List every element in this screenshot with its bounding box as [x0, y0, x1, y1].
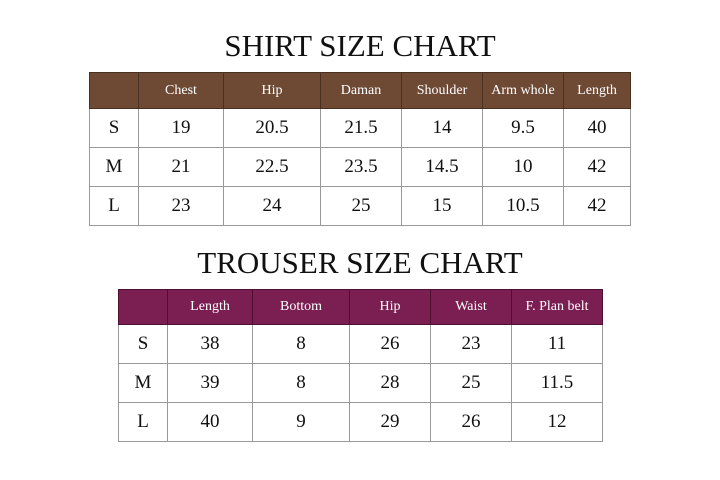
measurement-cell: 40 [563, 108, 631, 148]
header-cell: F. Plan belt [511, 289, 603, 325]
size-label: L [89, 186, 139, 226]
measurement-cell: 21 [138, 147, 224, 187]
measurement-cell: 11.5 [511, 363, 603, 403]
header-cell: Arm whole [482, 72, 564, 109]
trouser-row-l: L 40 9 29 26 12 [118, 402, 603, 442]
measurement-cell: 23 [138, 186, 224, 226]
shirt-size-table: Chest Hip Daman Shoulder Arm whole Lengt… [89, 72, 631, 226]
measurement-cell: 21.5 [320, 108, 402, 148]
measurement-cell: 8 [252, 363, 350, 403]
header-cell: Waist [430, 289, 512, 325]
measurement-cell: 23.5 [320, 147, 402, 187]
measurement-cell: 8 [252, 324, 350, 364]
measurement-cell: 11 [511, 324, 603, 364]
measurement-cell: 10.5 [482, 186, 564, 226]
shirt-row-s: S 19 20.5 21.5 14 9.5 40 [89, 108, 631, 148]
measurement-cell: 15 [401, 186, 483, 226]
measurement-cell: 25 [430, 363, 512, 403]
trouser-row-s: S 38 8 26 23 11 [118, 324, 603, 364]
measurement-cell: 19 [138, 108, 224, 148]
measurement-cell: 10 [482, 147, 564, 187]
header-cell: Length [563, 72, 631, 109]
measurement-cell: 9 [252, 402, 350, 442]
trouser-header-row: Length Bottom Hip Waist F. Plan belt [118, 289, 603, 325]
measurement-cell: 29 [349, 402, 431, 442]
size-label: L [118, 402, 168, 442]
measurement-cell: 42 [563, 186, 631, 226]
measurement-cell: 28 [349, 363, 431, 403]
measurement-cell: 23 [430, 324, 512, 364]
measurement-cell: 38 [167, 324, 253, 364]
header-cell: Chest [138, 72, 224, 109]
trouser-size-chart-title: TROUSER SIZE CHART [197, 245, 523, 280]
measurement-cell: 12 [511, 402, 603, 442]
size-label: S [118, 324, 168, 364]
trouser-size-table: Length Bottom Hip Waist F. Plan belt S 38… [118, 289, 603, 442]
trouser-row-m: M 39 8 28 25 11.5 [118, 363, 603, 403]
size-label: M [89, 147, 139, 187]
measurement-cell: 39 [167, 363, 253, 403]
header-cell: Daman [320, 72, 402, 109]
header-cell: Bottom [252, 289, 350, 325]
measurement-cell: 42 [563, 147, 631, 187]
header-cell: Hip [349, 289, 431, 325]
measurement-cell: 20.5 [223, 108, 321, 148]
header-cell [118, 289, 168, 325]
header-cell: Length [167, 289, 253, 325]
measurement-cell: 25 [320, 186, 402, 226]
measurement-cell: 22.5 [223, 147, 321, 187]
size-label: S [89, 108, 139, 148]
measurement-cell: 24 [223, 186, 321, 226]
header-cell: Shoulder [401, 72, 483, 109]
shirt-header-row: Chest Hip Daman Shoulder Arm whole Lengt… [89, 72, 631, 109]
shirt-size-chart-title: SHIRT SIZE CHART [224, 28, 496, 63]
header-cell: Hip [223, 72, 321, 109]
measurement-cell: 14 [401, 108, 483, 148]
shirt-row-l: L 23 24 25 15 10.5 42 [89, 186, 631, 226]
size-label: M [118, 363, 168, 403]
measurement-cell: 26 [349, 324, 431, 364]
measurement-cell: 9.5 [482, 108, 564, 148]
shirt-row-m: M 21 22.5 23.5 14.5 10 42 [89, 147, 631, 187]
measurement-cell: 40 [167, 402, 253, 442]
measurement-cell: 14.5 [401, 147, 483, 187]
header-cell [89, 72, 139, 109]
measurement-cell: 26 [430, 402, 512, 442]
